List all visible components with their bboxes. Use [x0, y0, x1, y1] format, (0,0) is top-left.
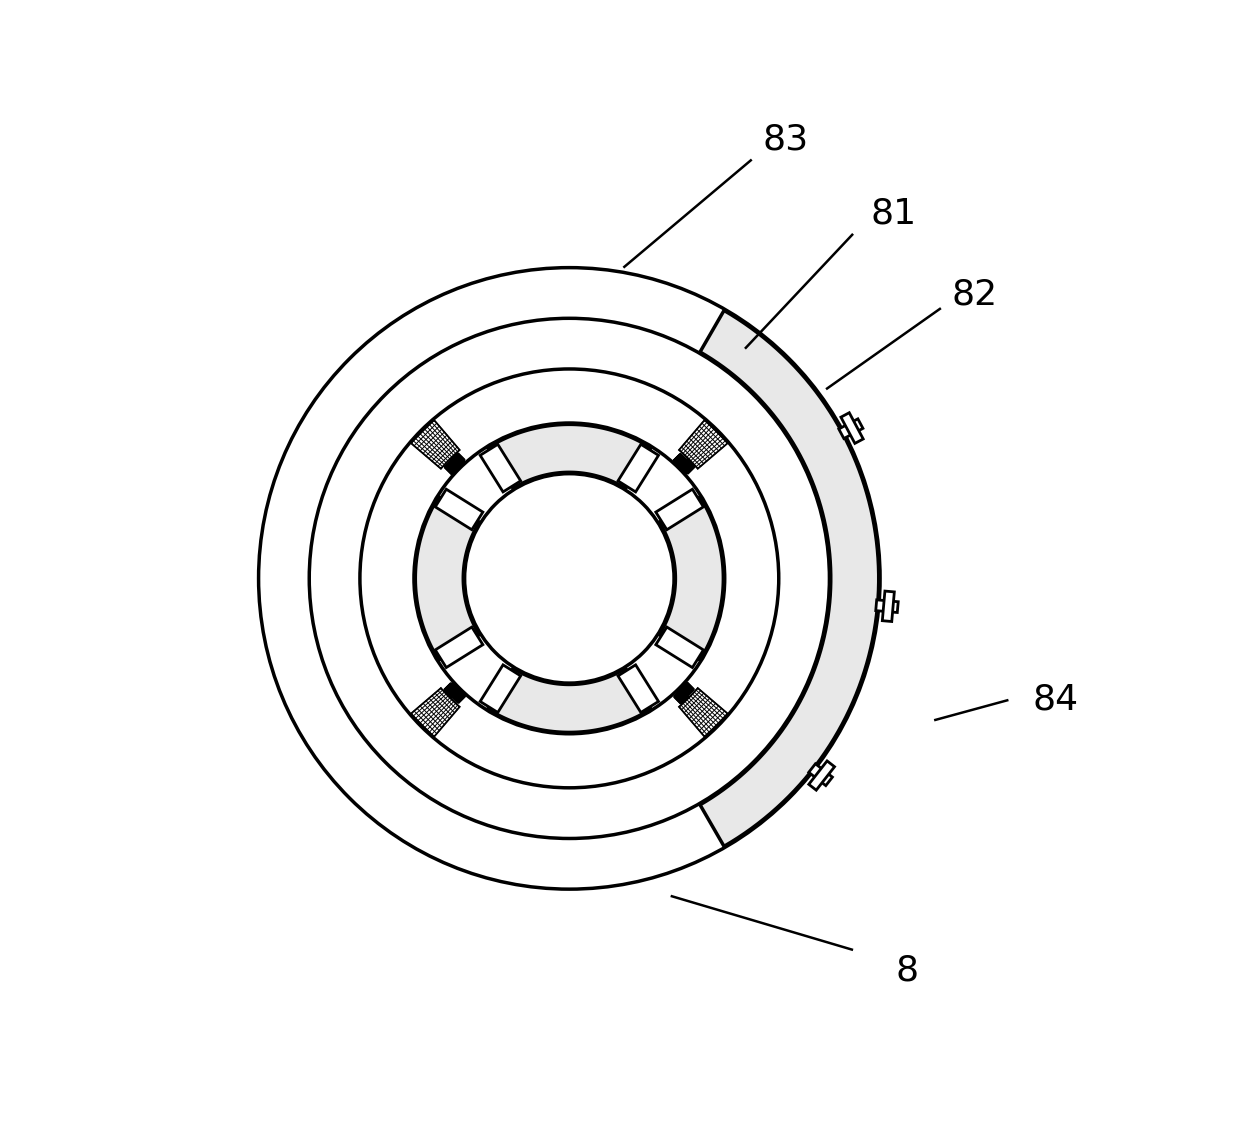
Polygon shape: [487, 668, 651, 732]
Text: 83: 83: [763, 122, 808, 156]
Polygon shape: [808, 764, 832, 786]
Polygon shape: [701, 310, 879, 847]
Circle shape: [360, 369, 779, 788]
Polygon shape: [487, 424, 651, 489]
Polygon shape: [435, 627, 482, 667]
Text: 81: 81: [870, 197, 916, 230]
Polygon shape: [680, 688, 728, 737]
Polygon shape: [838, 419, 863, 439]
Polygon shape: [480, 445, 521, 492]
Polygon shape: [435, 490, 482, 530]
Polygon shape: [660, 496, 723, 660]
Circle shape: [465, 474, 675, 683]
Polygon shape: [808, 761, 835, 791]
Polygon shape: [415, 496, 480, 660]
Text: 84: 84: [1033, 683, 1079, 716]
Polygon shape: [656, 627, 703, 667]
Polygon shape: [841, 413, 863, 444]
Text: 8: 8: [895, 953, 919, 987]
Text: 82: 82: [951, 277, 998, 312]
Polygon shape: [680, 420, 728, 468]
Polygon shape: [875, 600, 898, 612]
Polygon shape: [412, 420, 460, 468]
Polygon shape: [412, 688, 460, 737]
Polygon shape: [480, 665, 521, 712]
Circle shape: [414, 423, 724, 733]
Polygon shape: [656, 490, 703, 530]
Circle shape: [309, 318, 830, 839]
Polygon shape: [618, 665, 658, 712]
Polygon shape: [618, 445, 658, 492]
Polygon shape: [883, 591, 894, 621]
